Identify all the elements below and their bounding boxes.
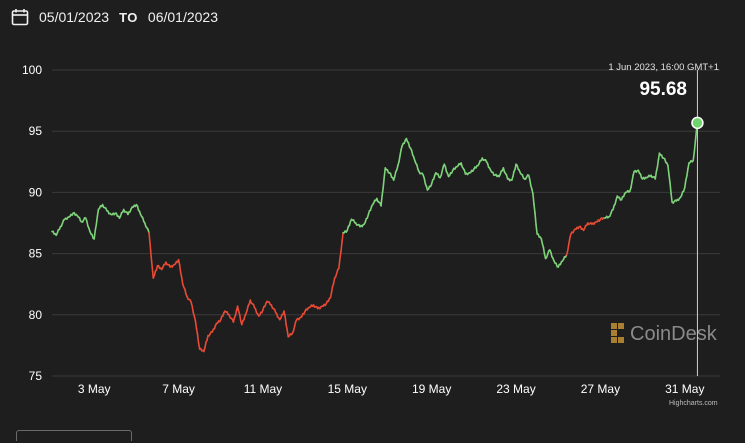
series-segment: [95, 225, 96, 231]
series-segment: [536, 225, 537, 234]
series-segment: [182, 278, 183, 285]
y-axis-tick-labels: 75 80 85 90 95 100: [22, 63, 42, 383]
series-segment: [150, 244, 151, 257]
series-segment: [530, 179, 531, 185]
series-segment: [287, 330, 288, 337]
series-segment: [631, 181, 632, 187]
series-segment: [535, 213, 536, 225]
series-segment: [382, 188, 383, 196]
series-segment: [400, 150, 401, 156]
grid-lines: [52, 70, 720, 376]
series-segment: [695, 131, 696, 142]
y-tick-label-100: 100: [22, 63, 42, 77]
series-segment: [195, 321, 196, 329]
series-segment: [94, 230, 95, 238]
y-tick-label-90: 90: [29, 185, 43, 199]
series-segment: [151, 257, 152, 267]
series-segment: [331, 287, 332, 293]
series-segment: [339, 259, 340, 268]
coindesk-watermark: CoinDesk: [611, 323, 718, 345]
y-tick-label-80: 80: [29, 308, 43, 322]
tooltip-value: 95.68: [639, 79, 687, 100]
series-segment: [657, 160, 658, 168]
series-segment: [340, 252, 341, 259]
x-tick-label: 19 May: [412, 382, 451, 396]
series-segment: [180, 265, 181, 273]
series-segment: [694, 142, 695, 153]
series-segment: [97, 210, 98, 217]
series-segment: [671, 194, 672, 203]
x-tick-label: 7 May: [162, 382, 195, 396]
x-tick-label: 27 May: [581, 382, 620, 396]
series-segment: [534, 204, 535, 213]
highcharts-credit[interactable]: Highcharts.com: [669, 400, 718, 407]
series-segment: [569, 238, 570, 244]
x-tick-label: 23 May: [496, 382, 535, 396]
series-segment: [196, 329, 197, 335]
x-tick-label: 15 May: [328, 382, 367, 396]
y-tick-label-95: 95: [29, 124, 43, 138]
series-segment: [685, 180, 686, 187]
series-segment: [198, 334, 199, 343]
series-segment: [687, 169, 688, 176]
series-segment: [669, 175, 670, 183]
series-segment: [285, 316, 286, 324]
series-segment: [533, 194, 534, 205]
series-segment: [424, 178, 425, 183]
series-segment: [384, 168, 385, 177]
coindesk-logo-icon: [611, 323, 624, 343]
tooltip-timestamp: 1 Jun 2023, 16:00 GMT+1: [608, 62, 719, 73]
x-axis-tick-labels: 3 May 7 May 11 May 15 May 19 May 23 May 27 May…: [78, 382, 705, 396]
series-segment: [149, 233, 150, 244]
series-segment: [284, 311, 285, 316]
series-segment: [341, 242, 342, 252]
series-segment: [670, 183, 671, 194]
y-tick-label-85: 85: [29, 247, 43, 261]
range-selector-tab[interactable]: [16, 430, 132, 441]
series-segment: [342, 233, 343, 242]
series-segment: [381, 196, 382, 206]
series-segment: [96, 216, 97, 224]
y-tick-label-75: 75: [29, 369, 43, 383]
series-segment: [152, 267, 153, 278]
hover-marker: [692, 117, 703, 128]
series-segment: [199, 343, 200, 349]
series-segment: [192, 307, 193, 313]
price-series: [52, 123, 697, 352]
x-tick-label: 3 May: [78, 382, 111, 396]
x-tick-label: 11 May: [244, 382, 282, 396]
x-tick-label: 31 May: [665, 382, 704, 396]
series-segment: [334, 278, 335, 283]
series-segment: [383, 177, 384, 188]
series-segment: [240, 315, 241, 321]
coindesk-wordmark: CoinDesk: [630, 323, 718, 345]
series-segment: [543, 248, 544, 255]
series-segment: [688, 163, 689, 169]
series-segment: [693, 152, 694, 160]
series-segment: [399, 156, 400, 162]
series-segment: [286, 325, 287, 330]
series-segment: [632, 175, 633, 181]
series-segment: [568, 244, 569, 250]
series-segment: [668, 165, 669, 174]
series-segment: [655, 172, 656, 179]
